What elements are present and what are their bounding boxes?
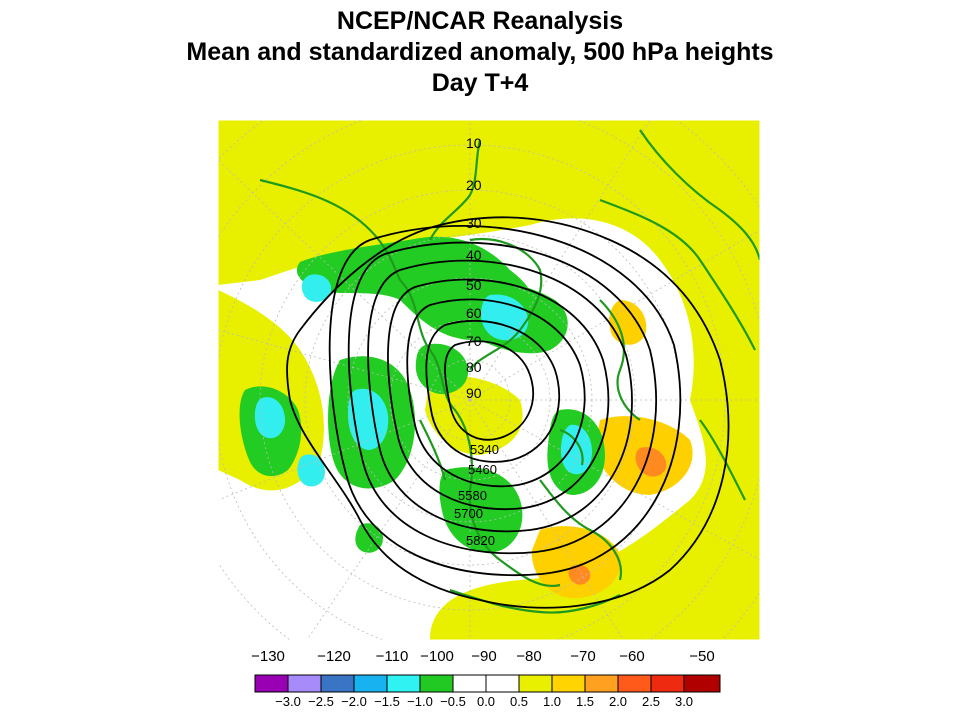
coastline xyxy=(539,479,623,581)
height-contour xyxy=(347,241,658,555)
positive-anomaly-region xyxy=(425,376,523,455)
colorbar-tick-label: 1.0 xyxy=(542,694,562,709)
height-contour xyxy=(425,320,561,463)
colorbar-tick-label: −1.5 xyxy=(374,694,400,709)
colorbar-tick-label: −3.0 xyxy=(275,694,301,709)
colorbar-swatch xyxy=(486,675,519,692)
negative-anomaly-region xyxy=(415,343,469,395)
latitude-label: 30 xyxy=(466,215,482,231)
coastline xyxy=(599,198,756,351)
colorbar-swatch xyxy=(651,675,684,692)
latitude-label: 10 xyxy=(466,135,482,151)
colorbar-frame xyxy=(254,674,721,693)
colorbar-tick-label: 2.0 xyxy=(608,694,628,709)
height-contour xyxy=(286,216,730,609)
coastline xyxy=(419,419,447,481)
coastline xyxy=(399,279,561,588)
colorbar xyxy=(254,674,721,693)
latitude-label: 20 xyxy=(466,177,482,193)
latitude-label: 70 xyxy=(466,333,482,349)
longitude-label: −80 xyxy=(516,648,542,665)
colorbar-swatch xyxy=(420,675,453,692)
coastline xyxy=(469,237,543,371)
latitude-label: 60 xyxy=(466,305,482,321)
height-contour xyxy=(444,340,535,441)
longitude-label: −130 xyxy=(251,648,285,665)
negative-anomaly-region xyxy=(348,388,389,450)
colorbar-swatch xyxy=(684,675,720,692)
map-frame xyxy=(217,119,761,641)
longitude-label: −120 xyxy=(317,648,351,665)
colorbar-swatch xyxy=(618,675,651,692)
colorbar-tick-label: 1.5 xyxy=(575,694,595,709)
colorbar-tick-label: 0.0 xyxy=(476,694,496,709)
longitude-label: −110 xyxy=(375,648,409,665)
contour-value-labels: 5340 5460 5580 5700 5820 xyxy=(454,442,499,548)
latitude-label: 40 xyxy=(466,247,482,263)
colorbar-tick-label: 0.5 xyxy=(509,694,529,709)
negative-anomaly-region xyxy=(301,274,332,302)
positive-anomaly-region xyxy=(531,526,621,599)
positive-anomaly-region xyxy=(609,300,647,345)
latitude-label: 80 xyxy=(466,359,482,375)
latitude-label: 50 xyxy=(466,277,482,293)
longitude-label: −90 xyxy=(471,648,497,665)
colorbar-swatch xyxy=(552,675,585,692)
title-line-2: Mean and standardized anomaly, 500 hPa h… xyxy=(186,38,774,66)
longitude-label: −50 xyxy=(689,648,715,665)
coastline xyxy=(599,299,641,421)
coastlines xyxy=(259,129,760,614)
colorbar-tick-label: −1.0 xyxy=(407,694,433,709)
contour-label: 5820 xyxy=(466,533,495,548)
negative-anomaly-region xyxy=(560,424,592,475)
colorbar-swatch xyxy=(288,675,321,692)
height-contours xyxy=(286,216,730,609)
coastline xyxy=(259,178,401,281)
contour-label: 5700 xyxy=(454,506,483,521)
map-panel xyxy=(218,120,760,640)
height-contour xyxy=(406,298,586,488)
colorbar-swatch xyxy=(255,675,288,692)
contour-label: 5460 xyxy=(468,462,497,477)
longitude-label: −100 xyxy=(420,648,454,665)
height-contour xyxy=(367,259,633,533)
contour-label: 5580 xyxy=(458,488,487,503)
height-contour xyxy=(328,224,682,577)
colorbar-swatch xyxy=(354,675,387,692)
positive-anomaly-region xyxy=(568,564,591,585)
colorbar-tick-label: −0.5 xyxy=(440,694,466,709)
title-block: NCEP/NCAR Reanalysis Mean and standardiz… xyxy=(0,6,960,99)
colorbar-swatch xyxy=(519,675,552,692)
longitude-label: −60 xyxy=(619,648,645,665)
colorbar-tick-label: −2.5 xyxy=(308,694,334,709)
coastline xyxy=(639,129,760,261)
colorbar-tick-label: 3.0 xyxy=(674,694,694,709)
contour-label: 5340 xyxy=(470,442,499,457)
longitude-label: −70 xyxy=(570,648,596,665)
colorbar-swatch xyxy=(387,675,420,692)
negative-anomaly-region xyxy=(254,397,286,439)
coastline xyxy=(559,428,584,466)
colorbar-tick-label: 2.5 xyxy=(641,694,661,709)
colorbar-dividers xyxy=(287,675,685,692)
latitude-label: 90 xyxy=(466,385,482,401)
colorbar-swatch xyxy=(321,675,354,692)
title-line-3: Day T+4 xyxy=(431,69,529,97)
coastline xyxy=(699,419,746,501)
title-line-1: NCEP/NCAR Reanalysis xyxy=(336,7,624,35)
colorbar-tick-label: −2.0 xyxy=(341,694,367,709)
latitude-labels: 10 20 30 40 50 60 70 80 90 xyxy=(466,135,482,401)
negative-anomaly-region xyxy=(297,454,325,487)
colorbar-swatch xyxy=(453,675,486,692)
height-contour xyxy=(387,278,610,510)
colorbar-swatch xyxy=(585,675,618,692)
